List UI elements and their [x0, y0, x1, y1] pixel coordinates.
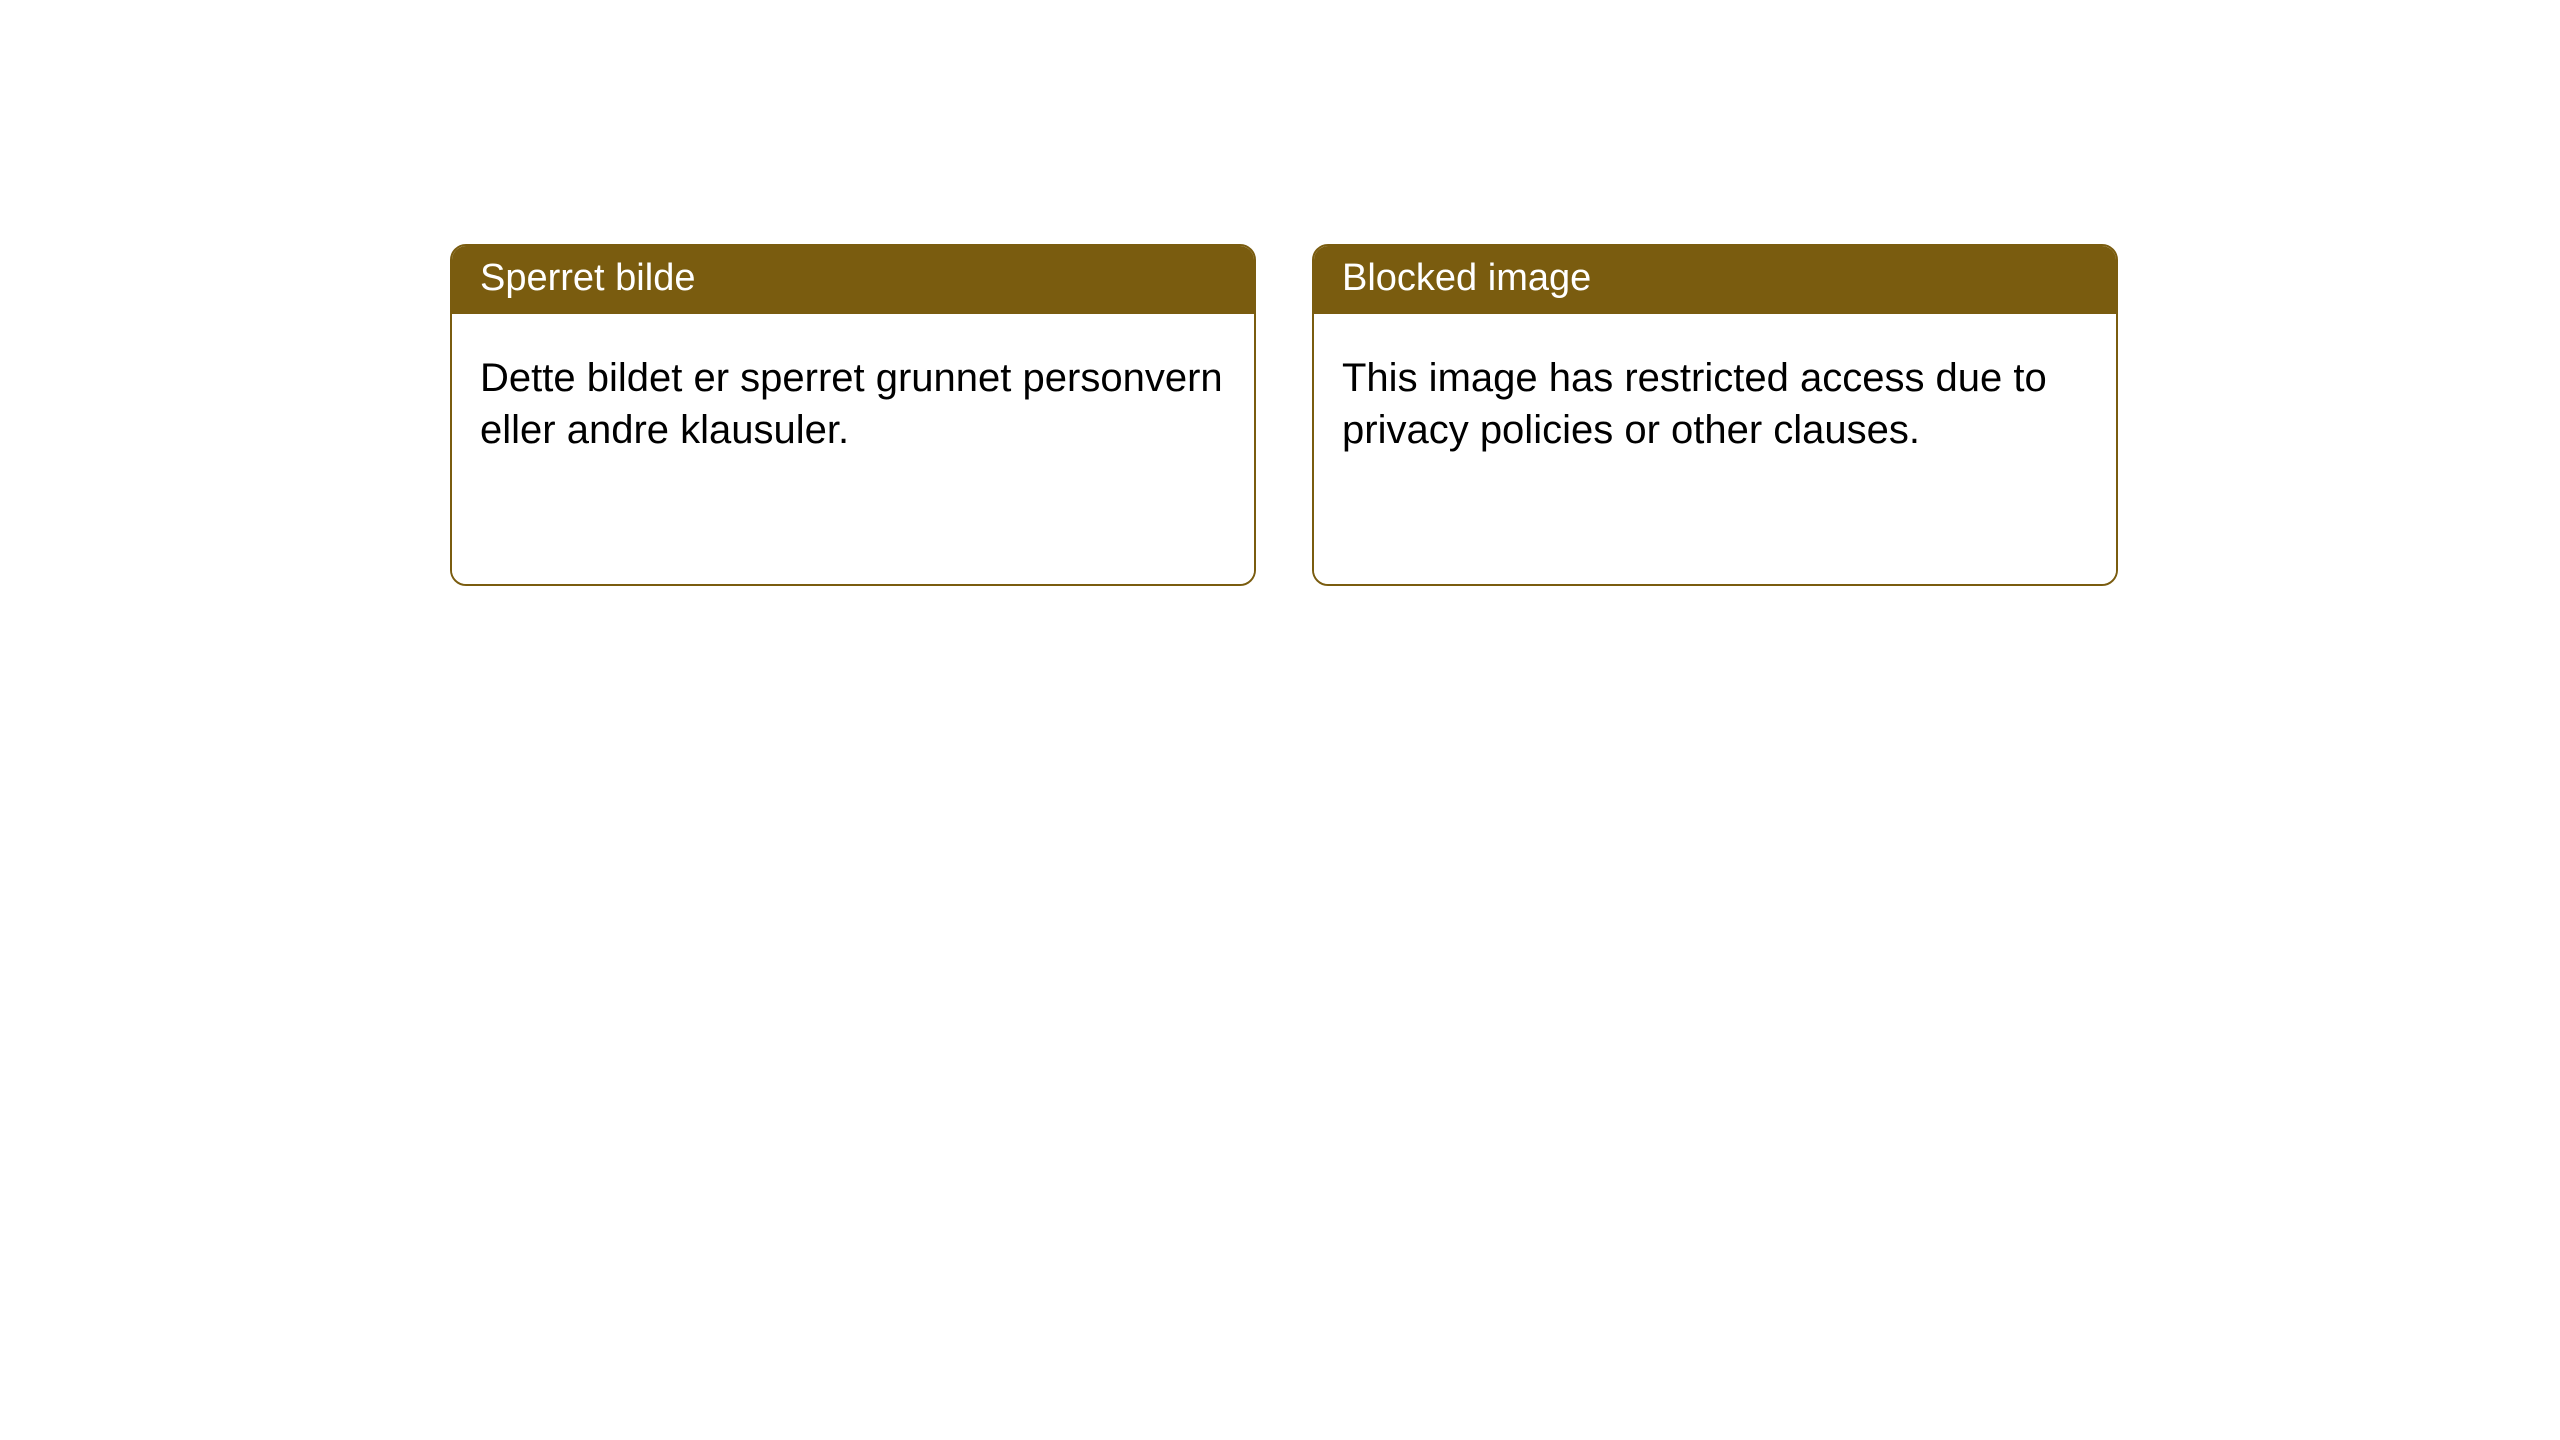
notice-title: Sperret bilde — [480, 257, 695, 299]
notice-text: Dette bildet er sperret grunnet personve… — [480, 352, 1226, 456]
notice-container: Sperret bilde Dette bildet er sperret gr… — [0, 0, 2560, 586]
notice-header: Sperret bilde — [452, 246, 1254, 314]
notice-text: This image has restricted access due to … — [1342, 352, 2088, 456]
notice-header: Blocked image — [1314, 246, 2116, 314]
notice-body: This image has restricted access due to … — [1314, 314, 2116, 584]
notice-title: Blocked image — [1342, 257, 1591, 299]
notice-body: Dette bildet er sperret grunnet personve… — [452, 314, 1254, 584]
notice-card-norwegian: Sperret bilde Dette bildet er sperret gr… — [450, 244, 1256, 586]
notice-card-english: Blocked image This image has restricted … — [1312, 244, 2118, 586]
